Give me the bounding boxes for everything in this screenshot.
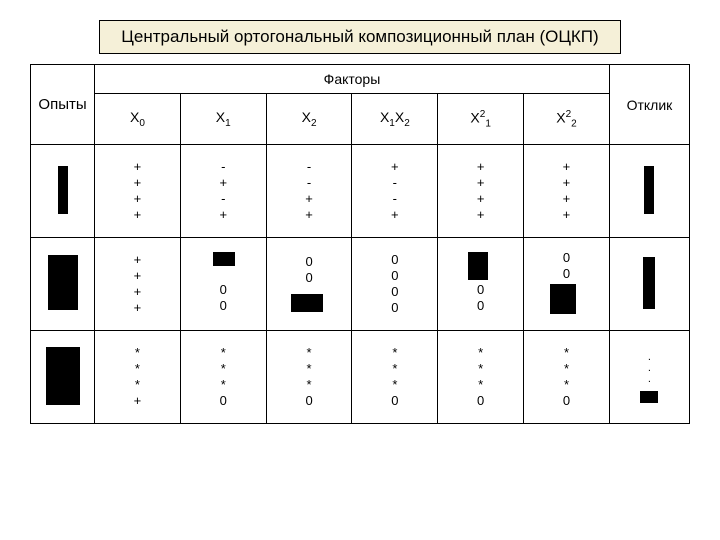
cell-r2-x21: 00 xyxy=(438,238,524,331)
col-x1: X1 xyxy=(180,94,266,145)
col-x2: X2 xyxy=(266,94,352,145)
header-experiments: Опыты xyxy=(31,65,95,145)
cell-r1-x22: ++++ xyxy=(524,145,610,238)
cell-r3-x1: ***0 xyxy=(180,331,266,424)
col-x22: X22 xyxy=(524,94,610,145)
cell-r2-x2: 00 xyxy=(266,238,352,331)
resp-block-3: ... xyxy=(609,331,689,424)
cell-r2-x22: 00 xyxy=(524,238,610,331)
cell-r1-x21: ++++ xyxy=(438,145,524,238)
title: Центральный ортогональный композиционный… xyxy=(99,20,621,54)
cell-r3-x1x2: ***0 xyxy=(352,331,438,424)
cell-r3-x2: ***0 xyxy=(266,331,352,424)
resp-block-1 xyxy=(609,145,689,238)
exp-block-3 xyxy=(31,331,95,424)
col-x0: X0 xyxy=(95,94,181,145)
plan-table: Опыты Факторы Отклик X0 X1 X2 X1X2 X21 X… xyxy=(30,64,690,424)
cell-r3-x21: ***0 xyxy=(438,331,524,424)
cell-r3-x22: ***0 xyxy=(524,331,610,424)
cell-r2-x0: ++++ xyxy=(95,238,181,331)
cell-r1-x1x2: +--+ xyxy=(352,145,438,238)
cell-r1-x1: -+-+ xyxy=(180,145,266,238)
exp-block-1 xyxy=(31,145,95,238)
header-factors: Факторы xyxy=(95,65,610,94)
cell-r2-x1x2: 0000 xyxy=(352,238,438,331)
cell-r1-x0: ++++ xyxy=(95,145,181,238)
cell-r3-x0: ***+ xyxy=(95,331,181,424)
exp-block-2 xyxy=(31,238,95,331)
header-response: Отклик xyxy=(609,65,689,145)
cell-r2-x1: 00 xyxy=(180,238,266,331)
cell-r1-x2: --++ xyxy=(266,145,352,238)
col-x1x2: X1X2 xyxy=(352,94,438,145)
col-x21: X21 xyxy=(438,94,524,145)
resp-block-2 xyxy=(609,238,689,331)
